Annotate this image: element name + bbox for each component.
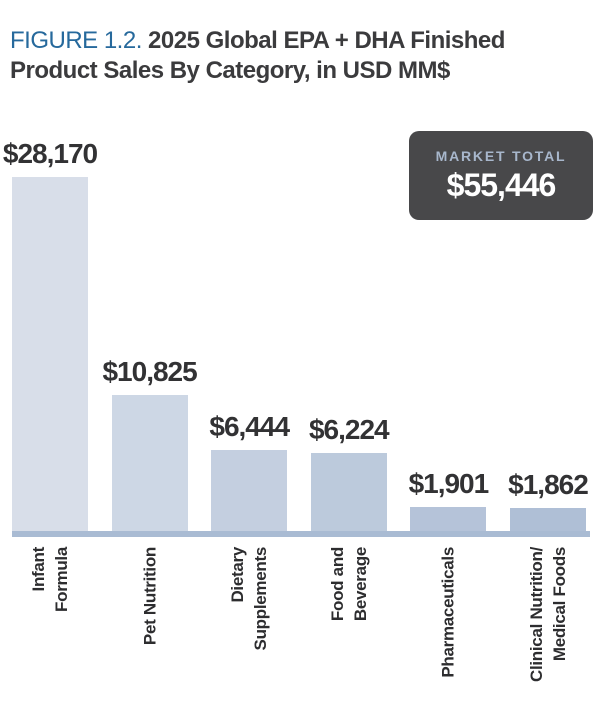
x-axis-line [12, 531, 590, 537]
figure-title-text: 2025 Global EPA + DHA Finished Product S… [10, 27, 505, 84]
figure-number: FIGURE 1.2. [10, 27, 142, 54]
bar-clinical-nutrition [509, 508, 586, 531]
x-axis-label-infant-formula: Infant Formula [29, 547, 71, 612]
x-axis-label-food-and-beverage: Food and Beverage [327, 547, 370, 622]
x-axis-label-slot: Infant Formula [12, 537, 88, 700]
bar-column-dietary-supplements: $6,444 [209, 411, 290, 531]
x-axis-label-slot: Clinical Nutrition/ Medical Foods [510, 537, 586, 700]
bar-value-label: $1,862 [508, 469, 589, 500]
bar-column-pharmaceuticals: $1,901 [408, 468, 490, 531]
x-axis-label-slot: Dietary Supplements [211, 537, 287, 700]
x-axis-label-pet-nutrition: Pet Nutrition [140, 547, 160, 646]
x-axis-label-dietary-supplements: Dietary Supplements [228, 547, 271, 651]
bar-column-pet-nutrition: $10,825 [102, 357, 198, 531]
x-axis-label-pharmaceuticals: Pharmaceuticals [438, 547, 458, 678]
bar-pharmaceuticals [410, 507, 487, 531]
x-axis-label-slot: Pet Nutrition [112, 537, 188, 700]
x-axis-label-clinical-nutrition: Clinical Nutrition/ Medical Foods [526, 547, 569, 683]
bar-value-label: $1,901 [408, 468, 490, 499]
bar-value-label: $6,444 [209, 411, 290, 442]
bars-row: $28,170 $10,825 $6,444 $6,224 $1,901 $1,… [3, 139, 589, 531]
figure-title: FIGURE 1.2. 2025 Global EPA + DHA Finish… [10, 26, 596, 86]
bar-column-clinical-nutrition: $1,862 [508, 469, 589, 531]
bar-chart: $28,170 $10,825 $6,444 $6,224 $1,901 $1,… [3, 139, 592, 700]
market-total-label: MARKET TOTAL [435, 147, 567, 164]
bar-column-food-and-beverage: $6,224 [308, 414, 390, 531]
x-axis-label-slot: Food and Beverage [311, 537, 387, 700]
bar-column-infant-formula: $28,170 [3, 139, 98, 531]
bar-food-and-beverage [310, 453, 387, 531]
bar-value-label: $6,224 [308, 414, 390, 445]
bar-value-label: $10,825 [102, 356, 197, 387]
bar-pet-nutrition [111, 395, 188, 531]
x-axis-labels: Infant Formula Pet Nutrition Dietary Sup… [12, 537, 586, 700]
market-total-badge: MARKET TOTAL $55,446 [409, 131, 593, 220]
bar-value-label: $28,170 [2, 138, 98, 169]
bar-dietary-supplements [211, 450, 288, 531]
x-axis-label-slot: Pharmaceuticals [410, 537, 486, 700]
bar-infant-formula [12, 177, 88, 531]
market-total-value: $55,446 [446, 166, 557, 203]
